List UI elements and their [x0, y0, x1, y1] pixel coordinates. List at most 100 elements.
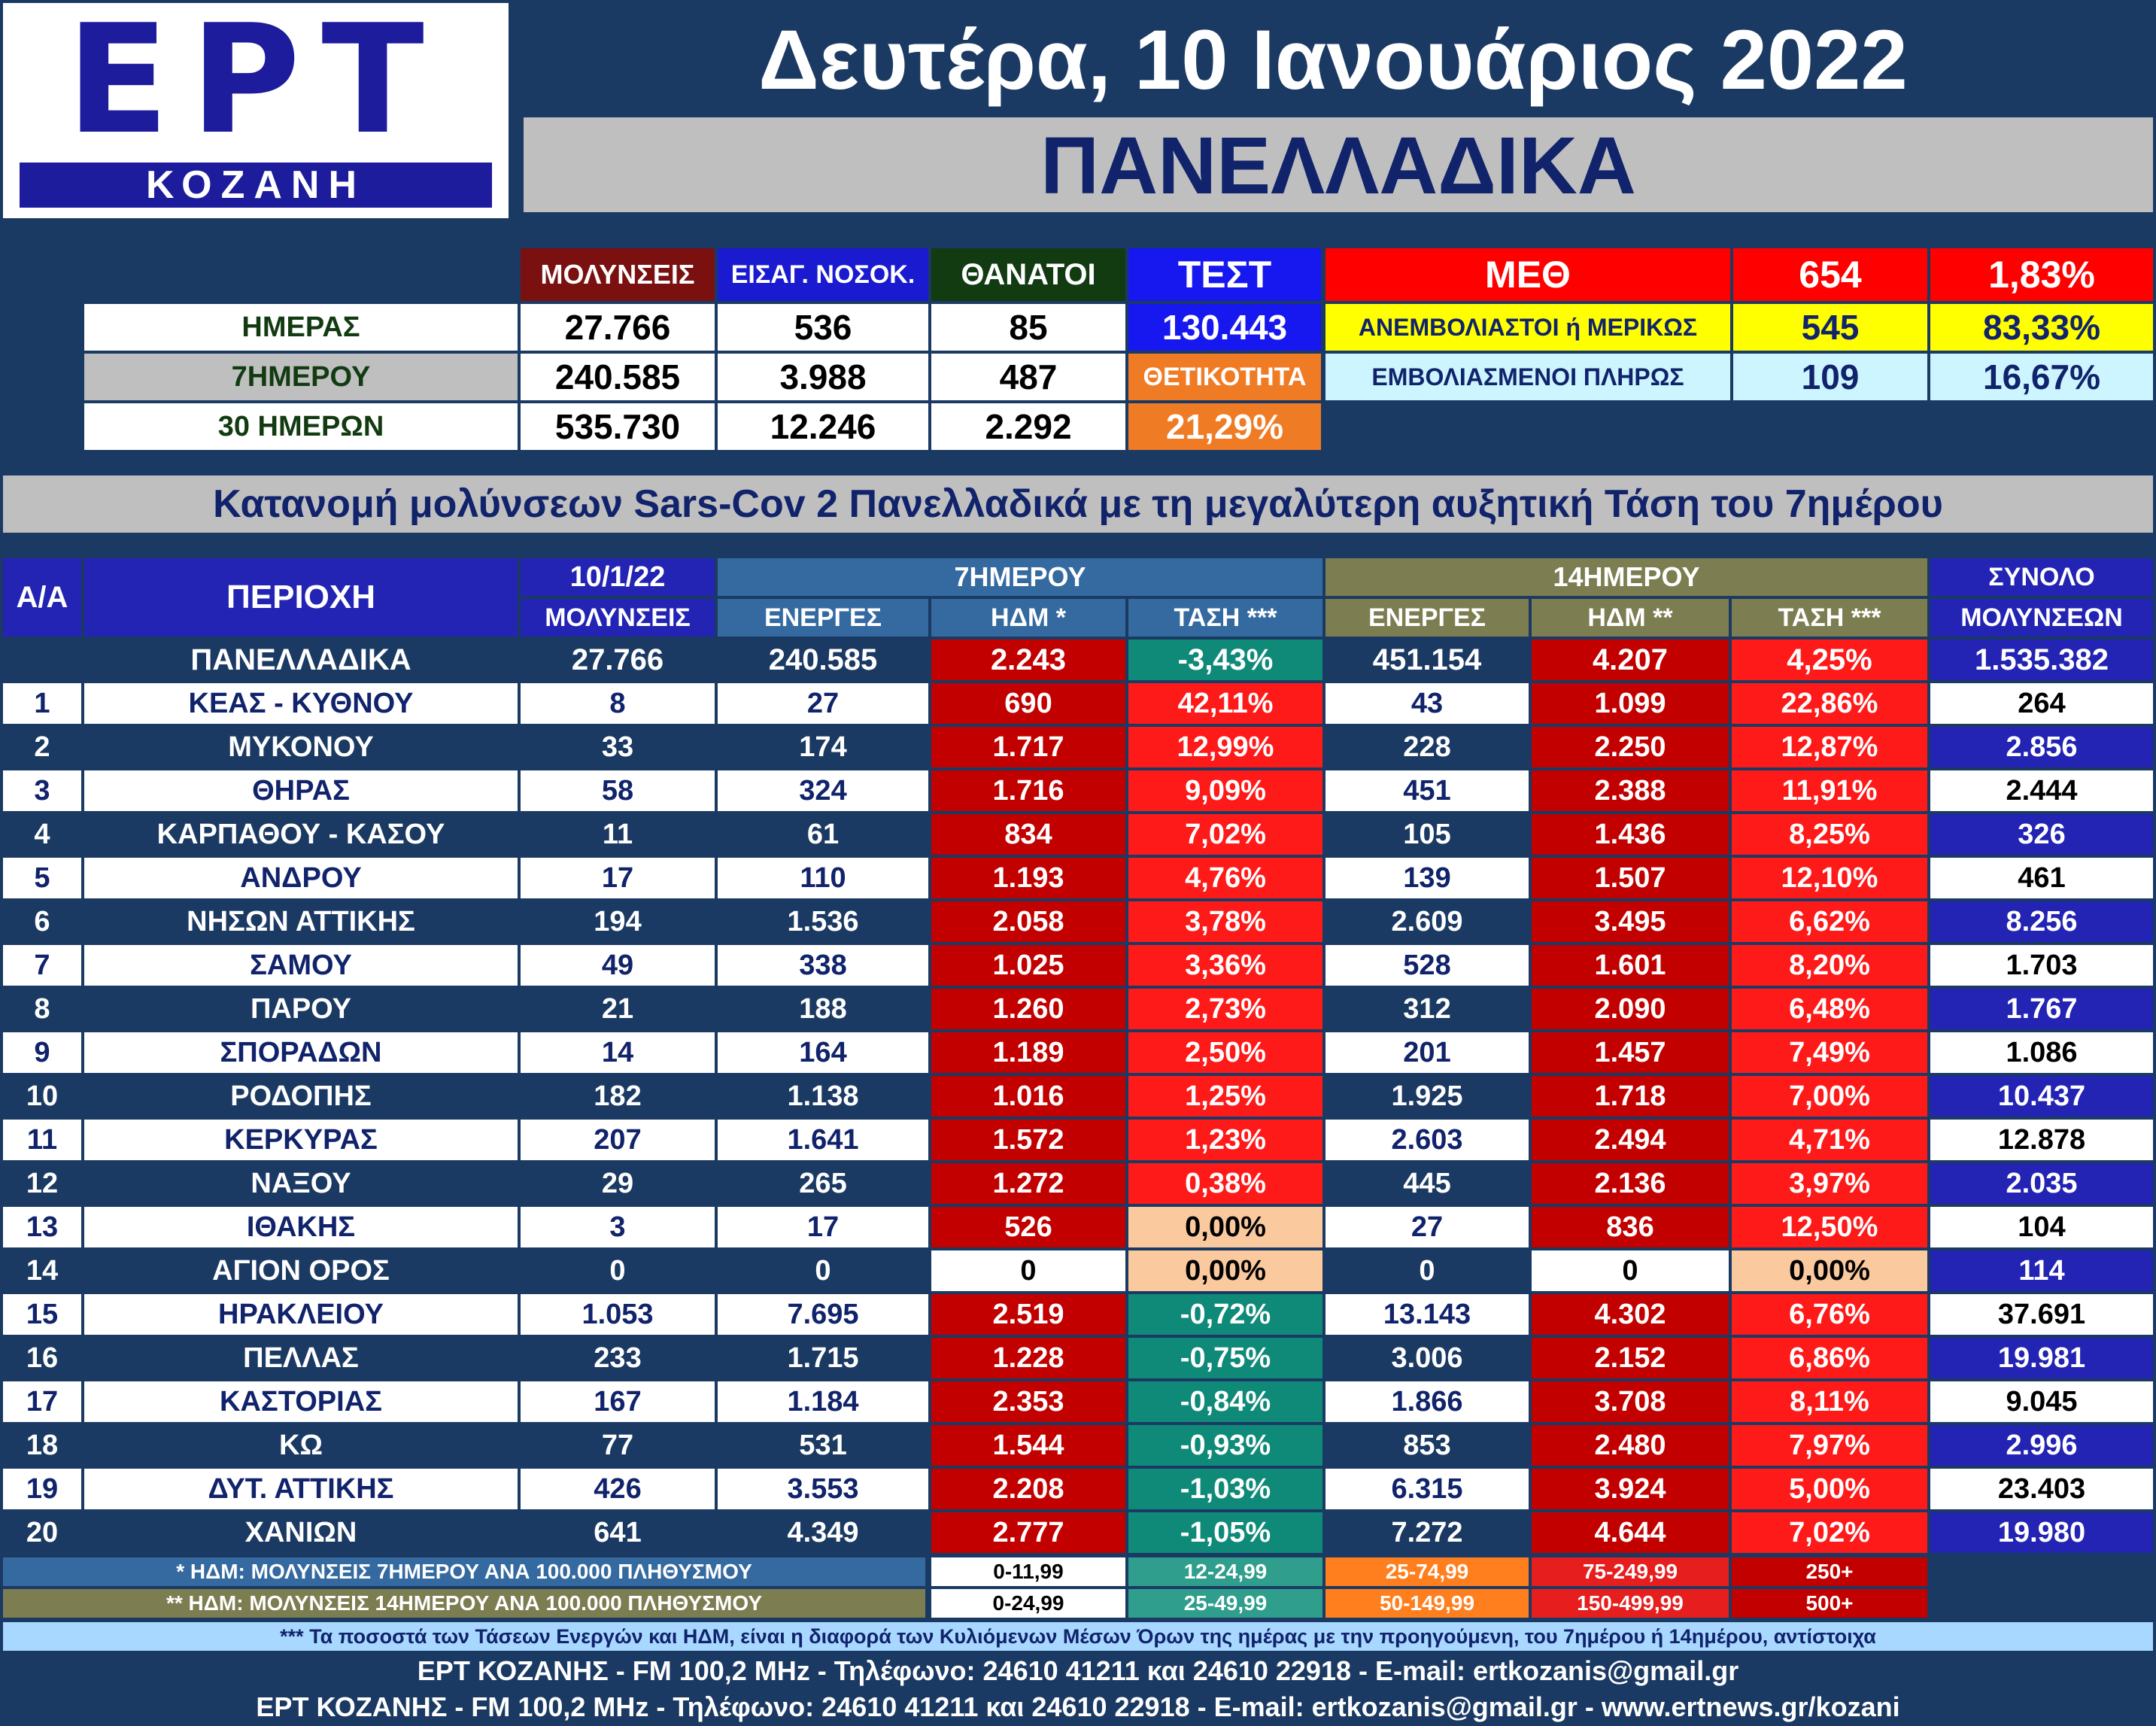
row-2-inf: 33	[521, 727, 715, 767]
row-16-act14: 3.006	[1325, 1338, 1529, 1378]
row-7-inf: 49	[521, 945, 715, 986]
row-4-hdm7: 834	[931, 814, 1125, 855]
row-17-inf: 167	[521, 1381, 715, 1422]
header-infections: ΜΟΛΥΝΣΕΙΣ	[521, 248, 715, 301]
row-13-act14: 27	[1325, 1207, 1529, 1247]
row-18-act7: 531	[718, 1425, 928, 1466]
row-13-act7: 17	[718, 1207, 928, 1247]
row-15-tr14: 6,76%	[1732, 1294, 1927, 1335]
row-7-region: ΣΑΜΟΥ	[84, 945, 518, 986]
row-2-aa: 2	[3, 727, 81, 767]
row-7-tr14: 8,20%	[1732, 945, 1927, 986]
row-3-tr7: 9,09%	[1128, 770, 1322, 811]
row-17-act14: 1.866	[1325, 1381, 1529, 1422]
row-20-tr14: 7,02%	[1732, 1512, 1927, 1553]
section-title: Κατανομή μολύνσεων Sars-Cov 2 Πανελλαδικ…	[3, 476, 2153, 533]
row-14-act14: 0	[1325, 1250, 1529, 1291]
footer-contact-2: ΕΡΤ ΚΟΖΑΝΗΣ - FM 100,2 MHz - Τηλέφωνο: 2…	[256, 1691, 1900, 1722]
row-12-tr14: 3,97%	[1732, 1163, 1927, 1204]
row-3-inf: 58	[521, 770, 715, 811]
row-9-tr7: 2,50%	[1128, 1032, 1322, 1073]
row-16-aa: 16	[3, 1338, 81, 1378]
summary-day-infections: 27.766	[521, 304, 715, 351]
row-20-hdm7: 2.777	[931, 1512, 1125, 1553]
summary-day-deaths: 85	[931, 304, 1125, 351]
header-active-14: ΕΝΕΡΓΕΣ	[1325, 599, 1529, 637]
row-7-aa: 7	[3, 945, 81, 986]
row-17-act7: 1.184	[718, 1381, 928, 1422]
row-11-tr7: 1,23%	[1128, 1120, 1322, 1160]
legend-range-14day-4: 150-499,99	[1532, 1589, 1729, 1618]
legend-range-14day-2: 25-49,99	[1128, 1589, 1322, 1618]
row-13-hdm14: 836	[1532, 1207, 1729, 1247]
row-1-region: ΚΕΑΣ - ΚΥΘΝΟΥ	[84, 683, 518, 724]
row-9-hdm14: 1.457	[1532, 1032, 1729, 1073]
row-4-hdm14: 1.436	[1532, 814, 1729, 855]
national-total: 1.535.382	[1930, 640, 2153, 680]
row-4-region: ΚΑΡΠΑΘΟΥ - ΚΑΣΟΥ	[84, 814, 518, 855]
header-aa: Α/Α	[3, 558, 81, 637]
summary-row-label-7day: 7ΗΜΕΡΟΥ	[84, 354, 518, 400]
header-total-bottom: ΜΟΛΥΝΣΕΩΝ	[1930, 599, 2153, 637]
legend-range-7day-4: 75-249,99	[1532, 1557, 1729, 1586]
row-1-total: 264	[1930, 683, 2153, 724]
row-10-inf: 182	[521, 1076, 715, 1117]
header-group-7day: 7ΗΜΕΡΟΥ	[718, 558, 1322, 596]
row-20-hdm14: 4.644	[1532, 1512, 1729, 1553]
row-18-aa: 18	[3, 1425, 81, 1466]
row-2-total: 2.856	[1930, 727, 2153, 767]
scope-title: ΠΑΝΕΛΛΑΔΙΚΑ	[524, 117, 2153, 212]
row-9-total: 1.086	[1930, 1032, 2153, 1073]
positivity-label: ΘΕΤΙΚΟΤΗΤΑ	[1128, 354, 1321, 400]
row-5-hdm7: 1.193	[931, 858, 1125, 898]
row-12-inf: 29	[521, 1163, 715, 1204]
row-6-inf: 194	[521, 901, 715, 942]
row-16-tr7: -0,75%	[1128, 1338, 1322, 1378]
summary-7day-deaths: 487	[931, 354, 1125, 400]
summary-row-label-day: ΗΜΕΡΑΣ	[84, 304, 518, 351]
summary-row-label-30day: 30 ΗΜΕΡΩΝ	[84, 403, 518, 450]
row-16-hdm7: 1.228	[931, 1338, 1125, 1378]
row-6-hdm14: 3.495	[1532, 901, 1729, 942]
row-20-act14: 7.272	[1325, 1512, 1529, 1553]
icu-pct: 1,83%	[1930, 248, 2153, 301]
row-6-aa: 6	[3, 901, 81, 942]
row-16-tr14: 6,86%	[1732, 1338, 1927, 1378]
row-6-region: ΝΗΣΩΝ ΑΤΤΙΚΗΣ	[84, 901, 518, 942]
row-11-total: 12.878	[1930, 1120, 2153, 1160]
summary-30day-infections: 535.730	[521, 403, 715, 450]
summary-30day-deaths: 2.292	[931, 403, 1125, 450]
row-14-hdm7: 0	[931, 1250, 1125, 1291]
row-5-tr14: 12,10%	[1732, 858, 1927, 898]
national-hdm14: 4.207	[1532, 640, 1729, 680]
row-4-inf: 11	[521, 814, 715, 855]
row-19-tr14: 5,00%	[1732, 1469, 1927, 1509]
row-18-tr7: -0,93%	[1128, 1425, 1322, 1466]
row-19-act7: 3.553	[718, 1469, 928, 1509]
legend-range-14day-1: 0-24,99	[931, 1589, 1125, 1618]
icu-vaccinated-label: ΕΜΒΟΛΙΑΣΜΕΝΟΙ ΠΛΗΡΩΣ	[1325, 354, 1730, 400]
footer-note: *** Τα ποσοστά των Τάσεων Ενεργών και ΗΔ…	[3, 1622, 2153, 1651]
national-hdm7: 2.243	[931, 640, 1125, 680]
legend-range-7day-5: 250+	[1732, 1557, 1927, 1586]
row-7-total: 1.703	[1930, 945, 2153, 986]
row-4-tr14: 8,25%	[1732, 814, 1927, 855]
row-11-act7: 1.641	[718, 1120, 928, 1160]
summary-7day-infections: 240.585	[521, 354, 715, 400]
row-1-tr14: 22,86%	[1732, 683, 1927, 724]
row-12-region: ΝΑΞΟΥ	[84, 1163, 518, 1204]
row-11-tr14: 4,71%	[1732, 1120, 1927, 1160]
row-8-hdm14: 2.090	[1532, 989, 1729, 1029]
row-8-act7: 188	[718, 989, 928, 1029]
row-11-hdm7: 1.572	[931, 1120, 1125, 1160]
row-18-region: ΚΩ	[84, 1425, 518, 1466]
logo-city: ΚΟΖΑΝΗ	[20, 163, 492, 208]
legend-range-7day-2: 12-24,99	[1128, 1557, 1322, 1586]
row-18-inf: 77	[521, 1425, 715, 1466]
row-3-total: 2.444	[1930, 770, 2153, 811]
icu-unvaccinated-label: ΑΝΕΜΒΟΛΙΑΣΤΟΙ ή ΜΕΡΙΚΩΣ	[1325, 304, 1730, 351]
row-18-act14: 853	[1325, 1425, 1529, 1466]
icu-count: 654	[1733, 248, 1927, 301]
row-10-aa: 10	[3, 1076, 81, 1117]
row-14-tr14: 0,00%	[1732, 1250, 1927, 1291]
